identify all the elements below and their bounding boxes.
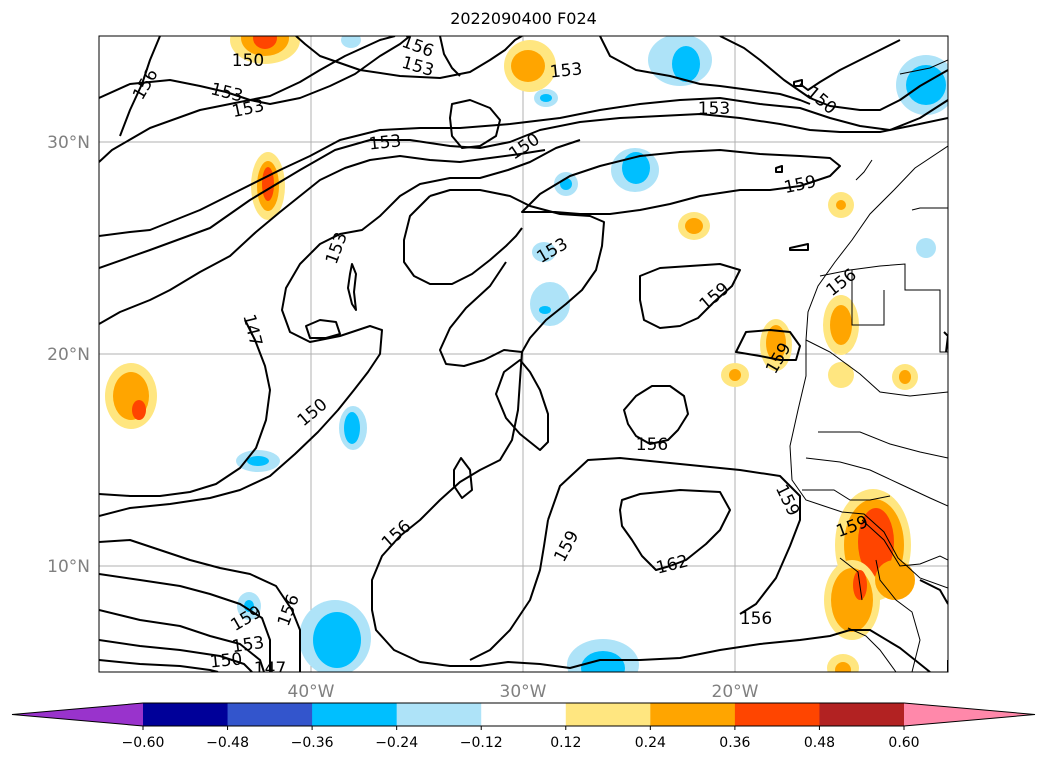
colorbar-segment	[227, 703, 313, 726]
colorbar-tick-label: −0.24	[375, 735, 418, 751]
shaded-anomalies	[105, 36, 948, 672]
colorbar-segment	[396, 703, 482, 726]
coastlines	[789, 59, 948, 672]
colorbar-extend-low	[12, 703, 143, 726]
lat-label: 20°N	[47, 345, 90, 365]
height-contours	[99, 36, 948, 672]
contour-label: 156	[636, 435, 668, 455]
lon-label: 30°W	[500, 682, 547, 702]
lat-labels: 30°N 20°N 10°N	[47, 133, 90, 577]
contour-label: 150	[209, 649, 243, 672]
colorbar-segment	[481, 703, 567, 726]
colorbar-tick-label: −0.48	[206, 735, 249, 751]
contour-label: 150	[232, 51, 264, 71]
lat-label: 30°N	[47, 133, 90, 153]
colorbar-segment	[819, 703, 905, 726]
contour-label: 153	[231, 633, 266, 657]
colorbar-tick-label: 0.24	[635, 735, 666, 751]
contour-label: 153	[368, 131, 402, 154]
colorbar-segment	[650, 703, 736, 726]
lon-label: 20°W	[712, 682, 759, 702]
gridlines	[99, 36, 948, 672]
colorbar-segment	[734, 703, 820, 726]
colorbar-segment	[312, 703, 398, 726]
colorbar-segment	[565, 703, 651, 726]
contour-label: 153	[549, 59, 583, 82]
colorbar-extend-high	[904, 703, 1035, 726]
lon-labels: 40°W 30°W 20°W	[288, 682, 759, 702]
colorbar-tick-label: 0.60	[888, 735, 919, 751]
lat-label: 10°N	[47, 557, 90, 577]
contour-label: 156	[740, 609, 772, 629]
colorbar-tick-label: −0.60	[122, 735, 165, 751]
contour-label: 153	[698, 99, 730, 119]
colorbar-tick-label: 0.12	[550, 735, 581, 751]
colorbar-tick-label: −0.36	[291, 735, 334, 751]
lon-label: 40°W	[288, 682, 335, 702]
colorbar: −0.60 −0.48 −0.36 −0.24 −0.12 0.12 0.24 0.36 0.4…	[11, 702, 1036, 751]
colorbar-tick-label: −0.12	[460, 735, 503, 751]
plot-title: 2022090400 F024	[450, 9, 597, 28]
colorbar-segment	[143, 703, 229, 726]
colorbar-tick-label: 0.48	[804, 735, 835, 751]
map-frame	[98, 35, 949, 673]
colorbar-tick-label: 0.36	[719, 735, 750, 751]
contour-label: 147	[254, 659, 286, 679]
